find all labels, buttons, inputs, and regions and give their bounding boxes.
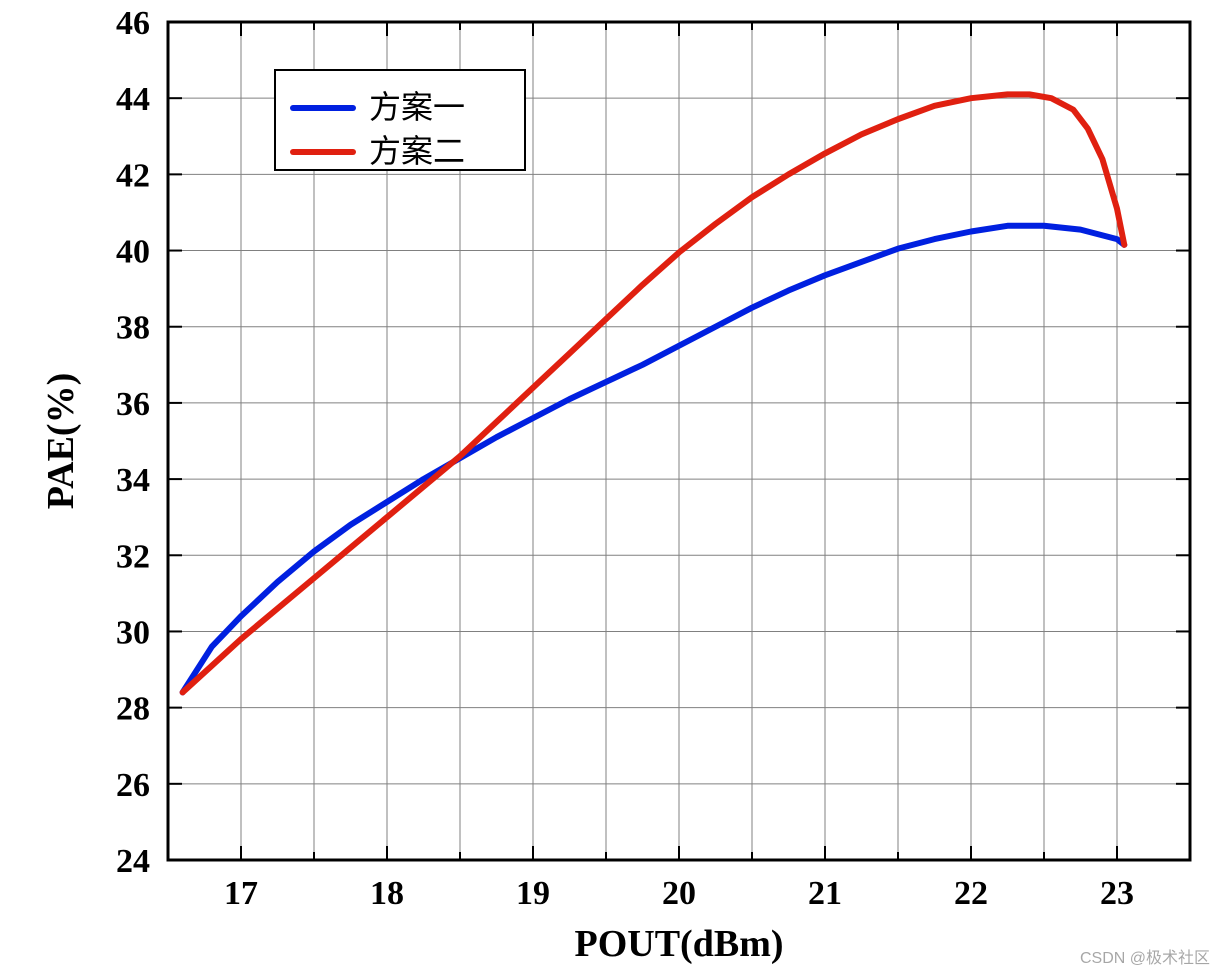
y-tick-label: 46 (116, 5, 150, 42)
x-tick-label: 18 (370, 875, 404, 912)
legend-label-1: 方案二 (369, 133, 465, 169)
y-tick-label: 26 (116, 767, 150, 804)
y-tick-label: 34 (116, 462, 150, 499)
y-tick-label: 32 (116, 538, 150, 575)
x-tick-label: 20 (662, 875, 696, 912)
y-tick-label: 42 (116, 157, 150, 194)
pae-chart: 17 18 19 20 21 22 23 24 26 28 30 32 34 36 38 40 42 44 46 PO… (0, 0, 1222, 974)
x-tick-label: 23 (1100, 875, 1134, 912)
x-axis-label: POUT(dBm) (575, 923, 784, 965)
x-tick-label: 17 (224, 875, 258, 912)
y-axis-label: PAE(%) (40, 373, 82, 510)
x-tick-label: 21 (808, 875, 842, 912)
legend: 方案一方案二 (275, 70, 525, 170)
x-tick-label: 22 (954, 875, 988, 912)
y-tick-label: 36 (116, 386, 150, 423)
legend-label-0: 方案一 (369, 89, 465, 125)
y-tick-label: 30 (116, 614, 150, 651)
chart-container: 17 18 19 20 21 22 23 24 26 28 30 32 34 36 38 40 42 44 46 PO… (0, 0, 1222, 974)
y-tick-label: 44 (116, 81, 150, 118)
y-tick-label: 28 (116, 691, 150, 728)
y-tick-label: 38 (116, 310, 150, 347)
y-tick-label: 24 (116, 843, 150, 880)
y-tick-label: 40 (116, 234, 150, 271)
watermark: CSDN @极术社区 (1080, 944, 1210, 968)
x-tick-label: 19 (516, 875, 550, 912)
